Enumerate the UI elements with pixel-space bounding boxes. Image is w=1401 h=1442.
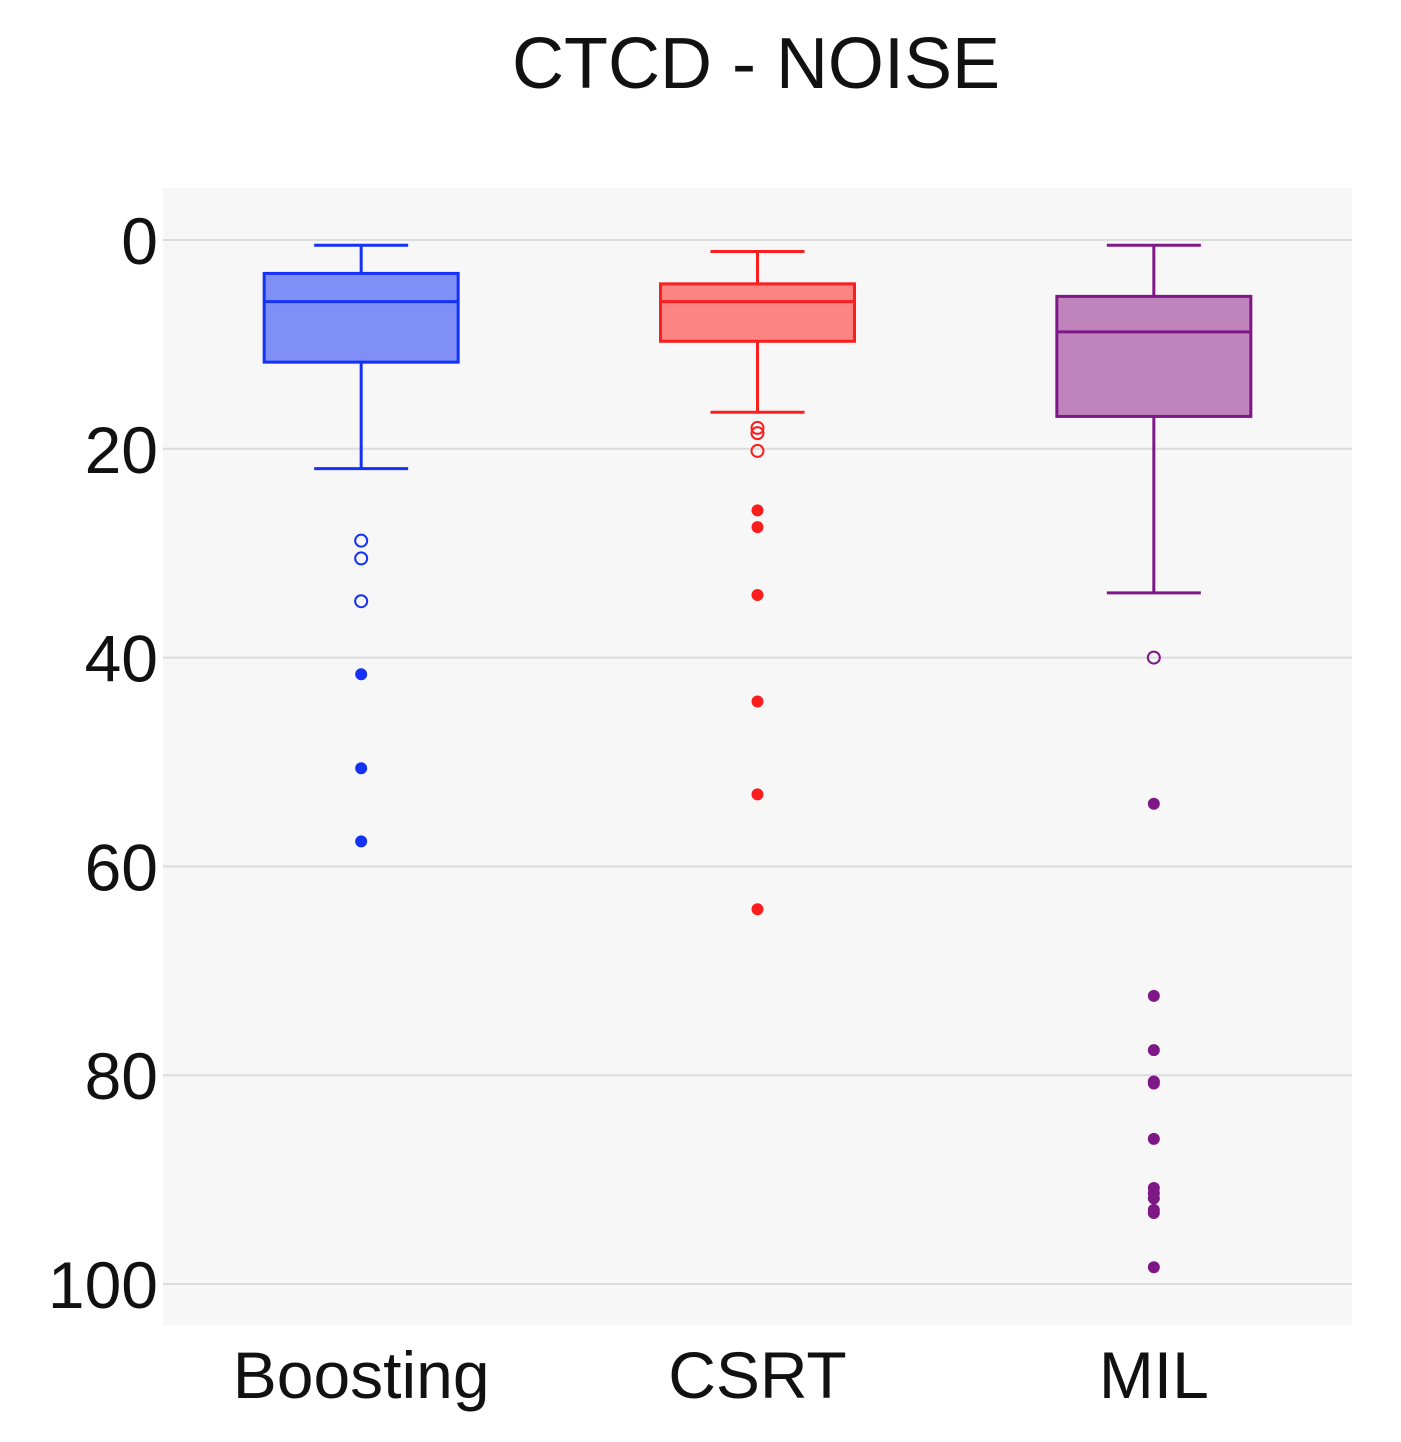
- outlier-extreme-point: [1147, 989, 1160, 1002]
- box-group-mil: [1055, 243, 1253, 1274]
- outlier-suspected-point: [354, 594, 369, 609]
- y-tick-label: 100: [48, 1248, 158, 1322]
- boxes: [262, 243, 1253, 1274]
- outlier-extreme-point: [355, 668, 368, 681]
- gridlines: [163, 239, 1352, 1285]
- outlier-extreme-point: [751, 903, 764, 916]
- box-iqr: [1055, 294, 1253, 418]
- outlier-extreme-point: [1147, 1132, 1160, 1145]
- box-iqr: [659, 282, 856, 343]
- y-tick-label: 0: [121, 204, 158, 278]
- chart-title: CTCD - NOISE: [512, 24, 1000, 104]
- outlier-extreme-point: [355, 835, 368, 848]
- y-tick-label: 20: [85, 413, 158, 487]
- outlier-suspected-point: [354, 533, 369, 548]
- outlier-extreme-point: [751, 521, 764, 534]
- outlier-extreme-point: [1147, 1077, 1160, 1090]
- outlier-extreme-point: [1147, 1192, 1160, 1205]
- x-category-label: Boosting: [233, 1338, 490, 1412]
- outlier-suspected-point: [750, 420, 765, 435]
- outlier-extreme-point: [1147, 1207, 1160, 1220]
- x-axis-categories: Boosting CSRT MIL: [233, 1338, 1209, 1412]
- x-category-label: MIL: [1099, 1338, 1209, 1412]
- x-category-label: CSRT: [668, 1338, 846, 1412]
- outlier-suspected-point: [750, 443, 765, 458]
- y-tick-label: 80: [85, 1039, 158, 1113]
- outlier-extreme-point: [751, 695, 764, 708]
- outlier-extreme-point: [751, 504, 764, 517]
- y-axis-ticks: 0 20 40 60 80 100: [48, 204, 158, 1322]
- outlier-suspected-point: [750, 426, 765, 441]
- box-group-boosting: [262, 243, 460, 848]
- outlier-suspected-point: [1146, 650, 1161, 665]
- outlier-extreme-point: [751, 788, 764, 801]
- box-iqr: [262, 271, 460, 364]
- outlier-extreme-point: [751, 588, 764, 601]
- y-tick-label: 60: [85, 830, 158, 904]
- y-tick-label: 40: [85, 622, 158, 696]
- outlier-suspected-point: [354, 551, 369, 566]
- box-group-csrt: [659, 249, 856, 916]
- outlier-extreme-point: [1147, 1261, 1160, 1274]
- outlier-extreme-point: [1147, 797, 1160, 810]
- outlier-extreme-point: [355, 762, 368, 775]
- outlier-extreme-point: [1147, 1044, 1160, 1057]
